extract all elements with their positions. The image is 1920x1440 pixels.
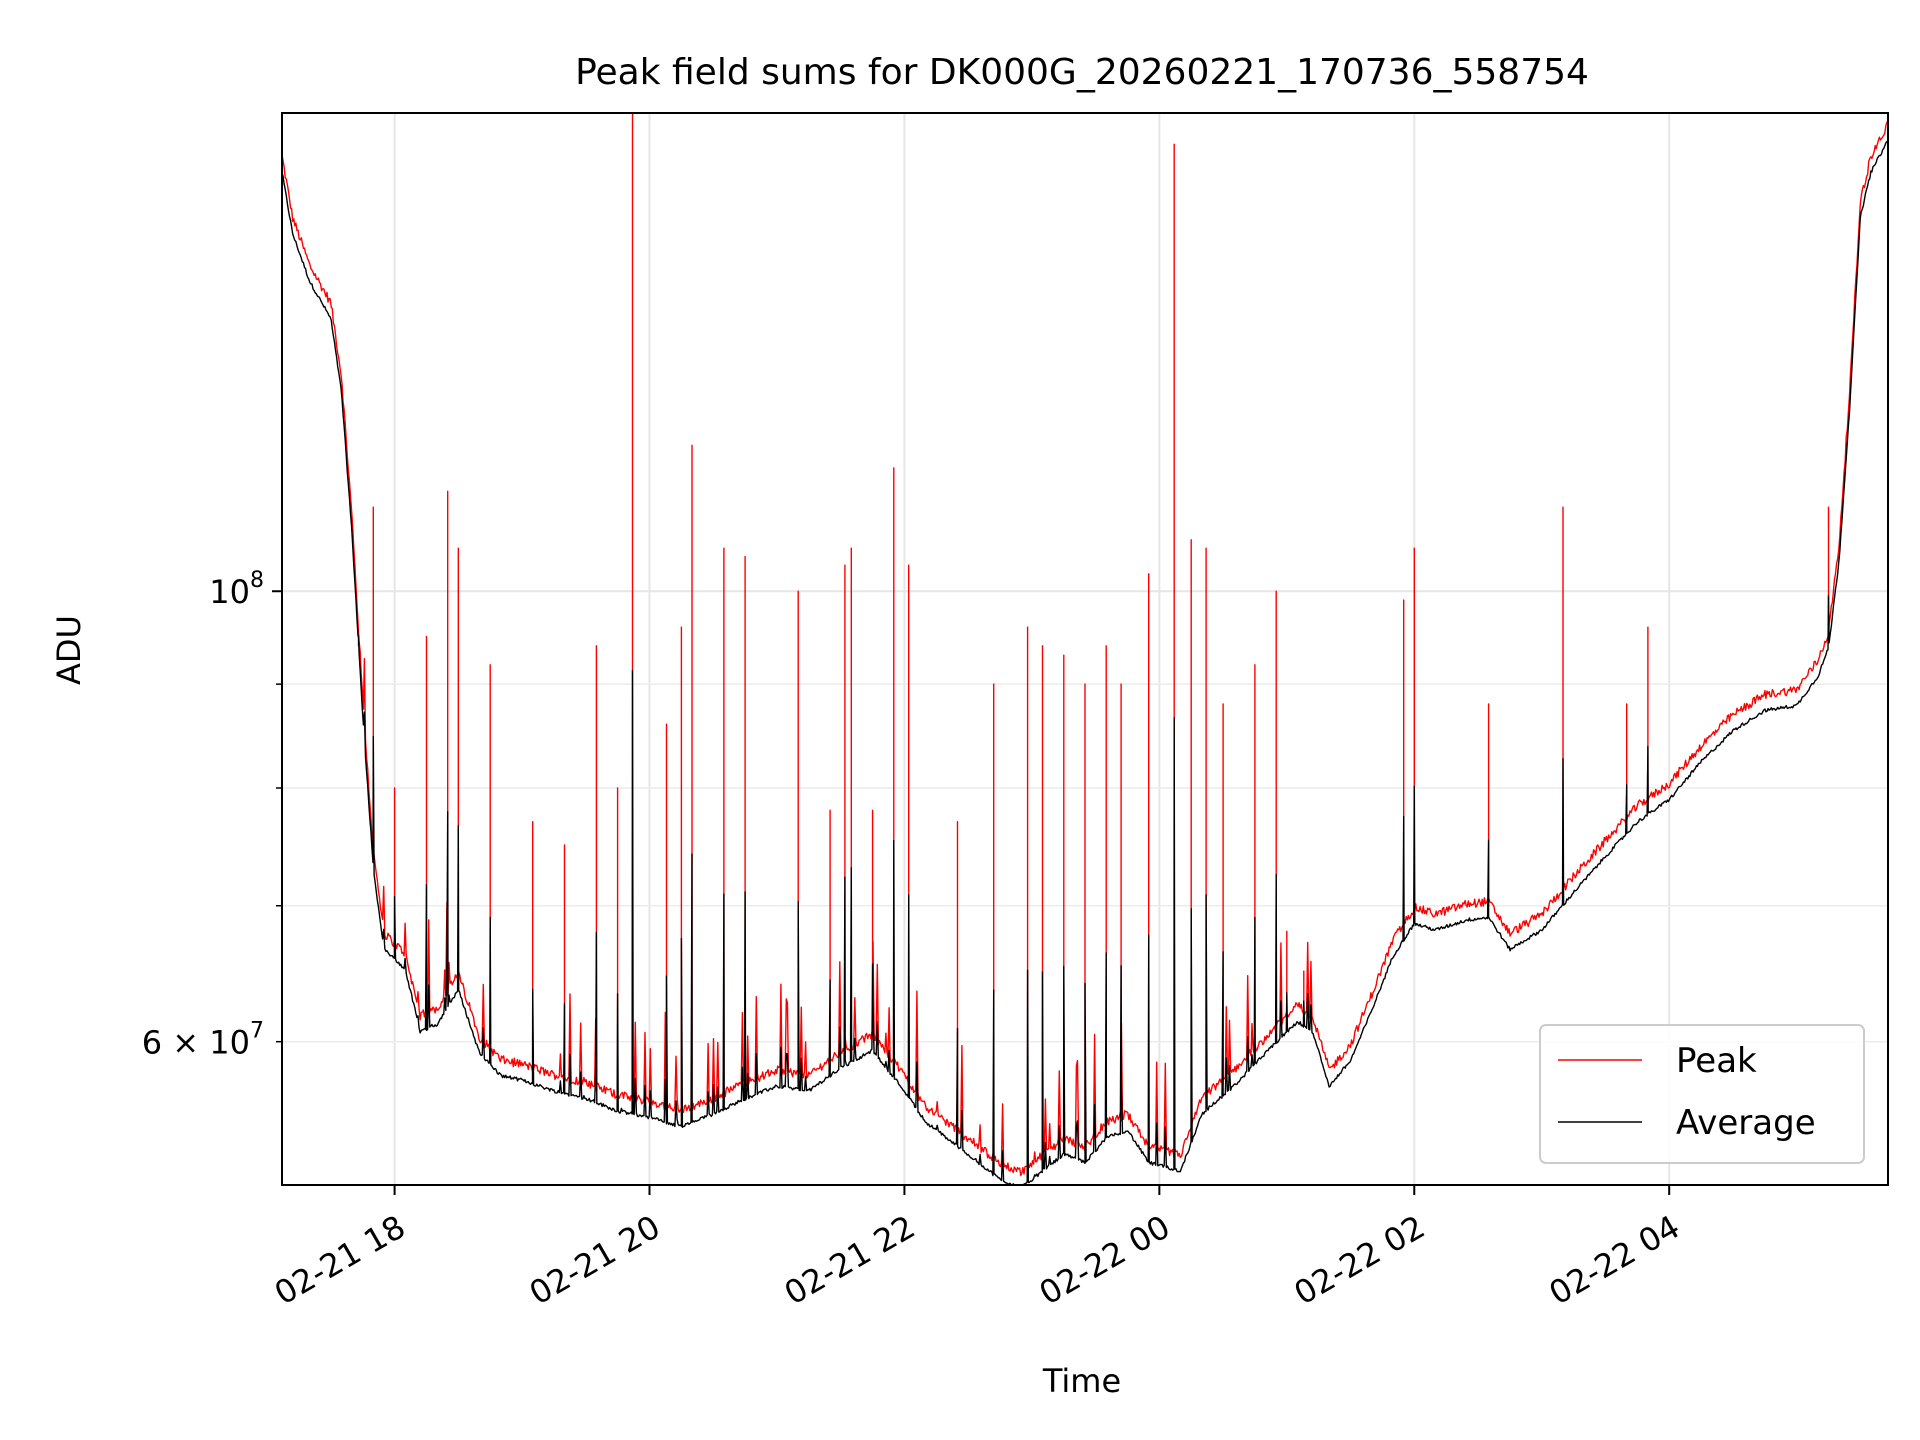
y-axis: 108 6 × 107 [142, 568, 282, 1062]
plot-frame [281, 112, 1889, 1186]
series-layer [281, 112, 1889, 1186]
series-average-line [281, 140, 1889, 1186]
legend-peak-label: Peak [1676, 1041, 1757, 1081]
y-tick-label: 108 [209, 568, 264, 611]
y-axis-label: ADU [50, 615, 88, 685]
legend-average-label: Average [1676, 1103, 1816, 1143]
chart-title: Peak field sums for DK000G_20260221_1707… [575, 52, 1589, 93]
series-peak-line [281, 112, 1889, 1177]
legend: Peak Average [1539, 1024, 1865, 1164]
y-tick-label: 6 × 107 [142, 1019, 264, 1062]
x-axis-label: Time [1042, 1362, 1121, 1400]
